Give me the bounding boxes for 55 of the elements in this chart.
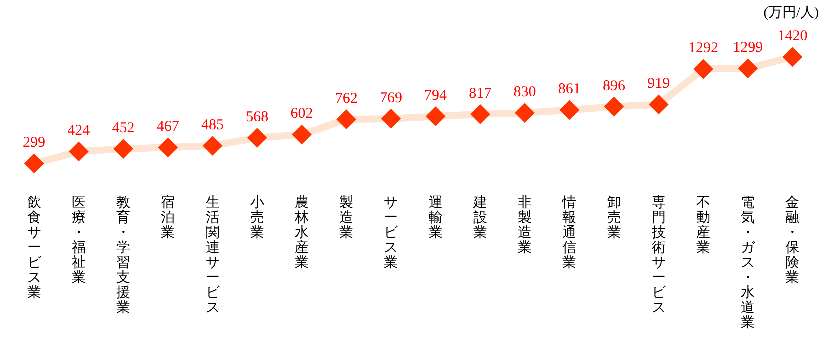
x-tick-label: 医療・福祉業 xyxy=(72,196,86,286)
point xyxy=(248,130,266,147)
point xyxy=(606,98,623,116)
point xyxy=(382,110,400,128)
point xyxy=(26,155,43,172)
data-label: 919 xyxy=(648,76,670,92)
data-label: 452 xyxy=(112,120,135,136)
x-tick-label: 農林水産業 xyxy=(294,196,309,271)
data-label: 762 xyxy=(335,91,358,108)
point xyxy=(472,106,489,123)
data-label: 602 xyxy=(290,106,314,122)
data-label: 299 xyxy=(23,135,46,152)
point xyxy=(427,108,444,126)
point xyxy=(650,96,668,114)
x-tick-label: 非製造業 xyxy=(518,196,532,256)
data-label: 1292 xyxy=(688,40,718,57)
data-label: 485 xyxy=(202,117,224,134)
data-label: 794 xyxy=(424,88,448,104)
data-label: 861 xyxy=(558,82,581,98)
point xyxy=(293,126,310,144)
data-label: 830 xyxy=(514,84,536,101)
point xyxy=(338,111,356,128)
x-tick-label: 製造業 xyxy=(340,196,354,241)
data-label: 424 xyxy=(68,123,91,140)
x-tick-label: 宿泊業 xyxy=(161,196,176,241)
data-label: 467 xyxy=(156,119,180,136)
x-tick-label: 建設業 xyxy=(473,196,488,241)
point xyxy=(694,60,712,78)
point xyxy=(561,102,578,119)
x-tick-label: 生活関連サービス xyxy=(206,196,220,316)
x-tick-label: 教育・学習支援業 xyxy=(116,196,131,316)
point xyxy=(516,104,534,122)
point xyxy=(160,139,177,156)
x-tick-label: 卸売業 xyxy=(607,196,622,241)
point xyxy=(740,60,757,78)
x-tick-label: 専門技術サービス xyxy=(652,196,666,316)
x-tick-label: 運輸業 xyxy=(428,196,443,241)
data-label: 769 xyxy=(380,90,402,106)
y-axis-title: (万円/人) xyxy=(764,5,819,22)
x-tick-label: 飲食サービス業 xyxy=(27,196,42,301)
x-tick-label: 情報通信業 xyxy=(562,196,577,271)
data-label: 1299 xyxy=(733,40,764,56)
data-label: 817 xyxy=(469,86,492,102)
point xyxy=(204,137,222,154)
x-tick-label: 不動産業 xyxy=(696,196,710,256)
x-tick-label: サービス業 xyxy=(384,196,398,271)
category-label: 電気・ガス・水道業 xyxy=(741,196,756,331)
point xyxy=(70,143,88,160)
data-label: 1420 xyxy=(778,28,808,45)
data-label: 568 xyxy=(246,109,269,126)
x-tick-label: 金融・保険業 xyxy=(786,196,800,286)
data-label: 896 xyxy=(603,78,626,94)
point xyxy=(784,48,802,66)
point xyxy=(115,140,132,158)
x-tick-label: 小売業 xyxy=(250,196,264,241)
